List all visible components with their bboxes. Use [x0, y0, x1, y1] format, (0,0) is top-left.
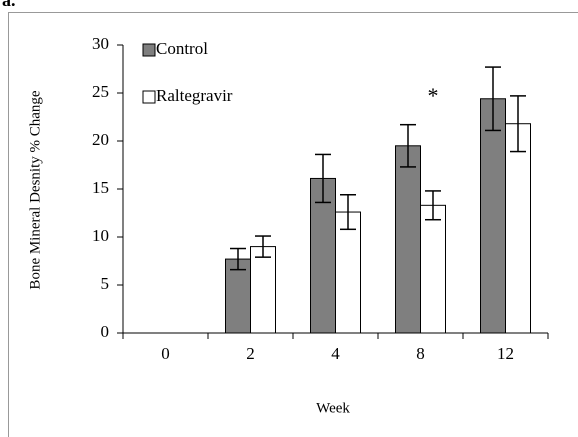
bar	[310, 177, 336, 334]
x-tick-label: 12	[497, 344, 514, 363]
y-tick-label: 0	[101, 322, 110, 341]
y-tick-label: 20	[92, 130, 109, 149]
x-tick-label: 4	[331, 344, 340, 363]
bar	[505, 123, 531, 334]
y-tick-label: 5	[101, 274, 110, 293]
legend-swatch	[142, 43, 156, 57]
bar	[395, 145, 421, 334]
y-tick-label: 15	[92, 178, 109, 197]
bar	[225, 258, 251, 334]
y-tick-label: 10	[92, 226, 109, 245]
panel-label: a.	[2, 0, 16, 10]
annotation: *	[428, 83, 439, 108]
bar	[420, 204, 446, 334]
x-tick-label: 2	[246, 344, 255, 363]
y-tick-label: 25	[92, 82, 109, 101]
frame	[8, 12, 578, 437]
bar	[250, 246, 276, 334]
y-tick-label: 30	[92, 34, 109, 53]
y-axis-label: Bone Mineral Desnity % Change	[27, 90, 43, 289]
x-axis-label: Week	[316, 400, 350, 416]
x-tick-label: 0	[161, 344, 170, 363]
legend-swatch	[142, 90, 156, 104]
x-tick-label: 8	[416, 344, 425, 363]
bar	[480, 98, 506, 334]
legend-label: Raltegravir	[156, 86, 233, 105]
legend-label: Control	[156, 39, 208, 58]
bar	[335, 211, 361, 334]
